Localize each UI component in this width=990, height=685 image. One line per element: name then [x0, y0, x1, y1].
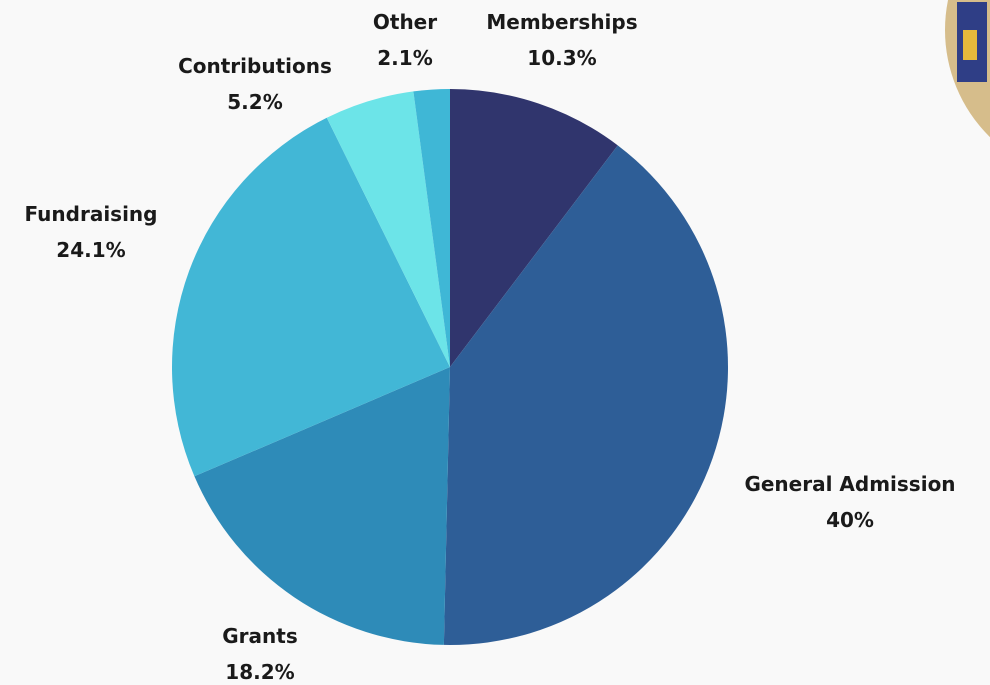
label-grants-value: 18.2% — [225, 660, 295, 684]
label-other-value: 2.1% — [377, 46, 433, 70]
label-fundraising-value: 24.1% — [56, 238, 126, 262]
label-other-name: Other — [372, 10, 438, 34]
label-grants: Grants 18.2% — [180, 618, 340, 685]
label-other: Other 2.1% — [345, 4, 465, 76]
label-fundraising: Fundraising 24.1% — [0, 196, 182, 268]
label-contributions: Contributions 5.2% — [150, 48, 360, 120]
label-memberships: Memberships 10.3% — [462, 4, 662, 76]
label-contributions-name: Contributions — [178, 54, 332, 78]
pie-slice-contributions — [326, 91, 450, 367]
pie-slice-memberships — [450, 89, 618, 367]
label-memberships-value: 10.3% — [527, 46, 597, 70]
label-fundraising-name: Fundraising — [24, 202, 158, 226]
label-general-admission-value: 40% — [826, 508, 874, 532]
pie-slice-other — [413, 89, 450, 367]
pie-slice-fundraising — [172, 117, 450, 477]
pie-slice-grants — [194, 367, 450, 645]
label-general-admission: General Admission 40% — [700, 466, 990, 538]
label-general-admission-name: General Admission — [744, 472, 956, 496]
photo-shelf-accent — [963, 30, 977, 60]
label-contributions-value: 5.2% — [227, 90, 283, 114]
pie-slice-general-admission — [443, 145, 728, 645]
label-memberships-name: Memberships — [486, 10, 638, 34]
label-grants-name: Grants — [222, 624, 298, 648]
